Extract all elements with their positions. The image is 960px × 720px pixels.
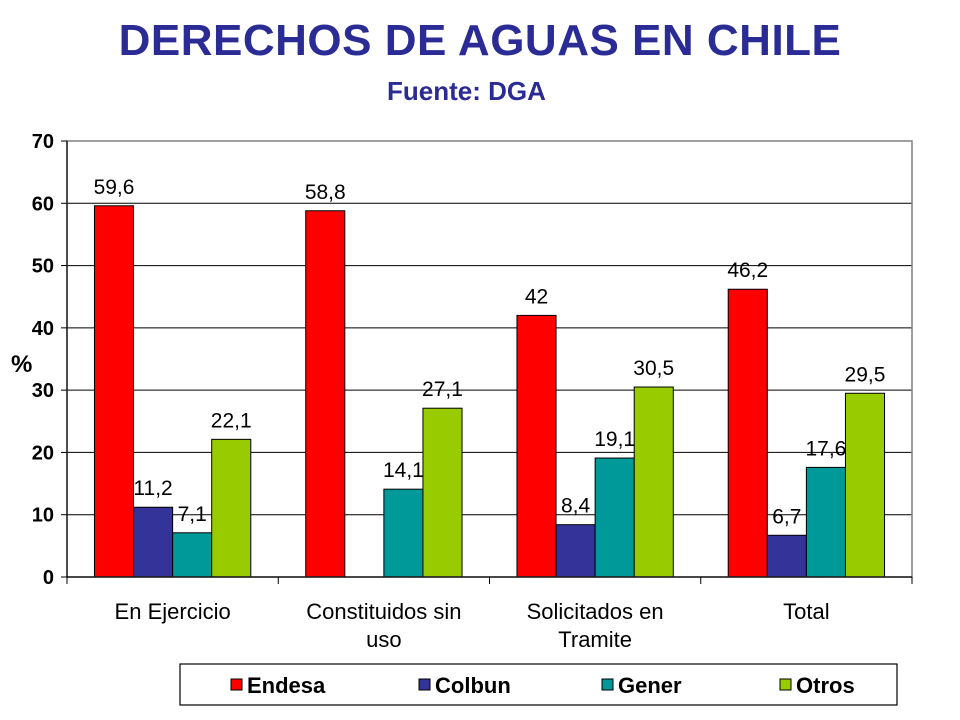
y-axis-label: % (11, 351, 32, 378)
bars (93, 205, 886, 578)
bar (727, 288, 768, 578)
category-label: En Ejercicio (115, 599, 231, 624)
data-label: 22,1 (211, 409, 252, 432)
gridlines (67, 140, 912, 516)
data-label: 58,8 (305, 181, 346, 204)
bar (93, 205, 135, 578)
chart-title: DERECHOS DE AGUAS EN CHILE (118, 16, 842, 65)
y-tick-label: 40 (32, 318, 54, 340)
legend-label: Otros (796, 673, 855, 698)
data-label: 29,5 (845, 363, 886, 386)
bar (633, 386, 674, 578)
data-label: 46,2 (727, 259, 768, 282)
legend-swatch (601, 678, 614, 691)
bar (211, 438, 252, 578)
data-labels: 59,6 11,2 7,1 22,1 58,8 14,1 27,1 42 8,4 19,1 30,5… (94, 176, 886, 528)
data-label: 14,1 (383, 459, 424, 482)
data-label: 42 (525, 285, 548, 308)
axes (61, 140, 913, 584)
chart-subtitle: Fuente: DGA (387, 76, 546, 106)
bar (305, 210, 346, 578)
legend-swatch (779, 678, 792, 691)
y-tick-label: 30 (32, 380, 54, 402)
legend-label: Colbun (435, 673, 511, 698)
legend: Endesa Colbun Gener Otros (179, 663, 898, 706)
bar (422, 407, 463, 578)
category-label: Solicitados en (527, 599, 664, 624)
bar (383, 488, 424, 578)
legend-swatch (230, 678, 243, 691)
category-labels: En Ejercicio Constituidos sin uso Solicitad… (115, 599, 830, 652)
legend-label: Endesa (247, 673, 326, 698)
legend-label: Gener (618, 673, 682, 698)
y-tick-labels: 0 10 20 30 40 50 60 70 (32, 131, 54, 589)
legend-box (179, 663, 898, 706)
bar (555, 524, 596, 578)
data-label: 8,4 (561, 495, 591, 518)
bar (133, 506, 174, 578)
category-label: Constituidos sin (306, 599, 461, 624)
bar (516, 314, 557, 578)
bar (844, 392, 886, 578)
y-tick-label: 50 (32, 256, 54, 278)
y-tick-label: 60 (32, 193, 54, 215)
data-label: 27,1 (422, 378, 463, 401)
bar (805, 466, 846, 578)
bar (766, 534, 807, 578)
data-label: 59,6 (94, 176, 135, 199)
bar (594, 457, 635, 578)
y-tick-label: 10 (32, 505, 54, 527)
data-label: 19,1 (594, 428, 635, 451)
category-label: Tramite (558, 627, 632, 652)
data-label: 30,5 (633, 357, 674, 380)
category-label: uso (366, 627, 401, 652)
data-label: 17,6 (805, 437, 846, 460)
y-tick-label: 70 (32, 131, 54, 153)
bar (172, 532, 213, 578)
data-label: 6,7 (772, 505, 801, 528)
y-tick-label: 0 (43, 567, 54, 589)
legend-swatch (418, 678, 431, 691)
data-label: 11,2 (133, 477, 172, 500)
data-label: 7,1 (178, 503, 207, 526)
category-label: Total (783, 599, 829, 624)
y-tick-label: 20 (32, 442, 54, 464)
